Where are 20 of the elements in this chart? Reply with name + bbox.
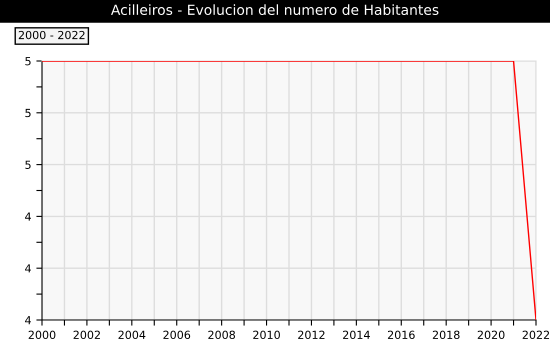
x-tick-label: 2002 (74, 330, 100, 340)
x-tick-label: 2022 (522, 330, 550, 340)
y-tick-label: 5 (25, 108, 31, 118)
x-tick-label: 2020 (478, 330, 504, 340)
x-tick-label: 2012 (298, 330, 324, 340)
x-tick-label: 2016 (388, 330, 415, 340)
y-tick-label: 5 (25, 160, 31, 169)
x-tick-label: 2004 (118, 330, 146, 340)
y-tick-label: 4 (25, 316, 31, 324)
x-tick-label: 2006 (163, 330, 190, 340)
x-tick-label: 2008 (208, 330, 236, 340)
x-tick-label: 2000 (28, 330, 56, 340)
text: 2000 - 2022 (18, 30, 85, 40)
x-tick-label: 2018 (432, 330, 460, 340)
x-tick-label: 2014 (343, 330, 370, 340)
y-tick-label: 4 (25, 264, 31, 272)
y-tick-label: 5 (25, 57, 31, 66)
chart-title: Acilleiros - Evolucion del numero de Habitantes (110, 4, 438, 16)
y-tick-label: 4 (25, 212, 31, 221)
x-tick-label: 2010 (253, 330, 280, 340)
